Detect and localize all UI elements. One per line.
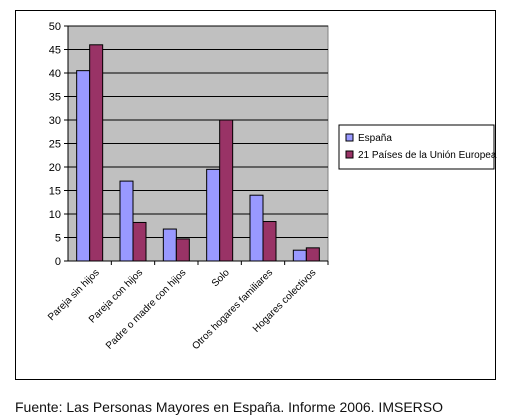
y-tick-label: 45 <box>49 45 61 57</box>
y-tick-label: 35 <box>49 92 61 104</box>
bar <box>206 168 221 262</box>
source-note: Fuente: Las Personas Mayores en España. … <box>15 399 443 415</box>
legend-label: España <box>358 133 392 144</box>
y-tick-label: 50 <box>49 21 61 33</box>
y-tick-label: 25 <box>49 139 61 151</box>
bar <box>292 249 307 262</box>
category-label: Solo <box>210 267 232 289</box>
chart-frame: 0 5 10 15 20 25 30 35 40 45 50 Pareja sin hijos Pare… <box>15 10 497 380</box>
legend: España 21 Países de la Unión Europea <box>338 124 497 170</box>
bar <box>262 221 277 262</box>
legend-swatch <box>345 150 354 159</box>
y-tick-label: 5 <box>55 233 61 245</box>
y-tick-label: 10 <box>49 209 61 221</box>
category-label: Padre o madre con hijos <box>104 267 188 351</box>
y-tick-label: 20 <box>49 162 61 174</box>
legend-box <box>338 124 495 170</box>
bar <box>89 44 104 262</box>
bar <box>119 180 134 262</box>
category-label: Otros hogares familiares <box>190 267 275 352</box>
y-tick-label: 0 <box>55 256 61 268</box>
bar <box>305 247 320 262</box>
y-tick-label: 40 <box>49 68 61 80</box>
legend-swatch <box>345 133 354 142</box>
bar <box>76 70 91 262</box>
y-tick-label: 30 <box>49 115 61 127</box>
bar <box>132 221 147 262</box>
bar <box>175 238 190 262</box>
legend-label: 21 Países de la Unión Europea <box>358 150 497 161</box>
y-tick-label: 15 <box>49 186 61 198</box>
bar <box>249 194 264 262</box>
bar <box>219 119 234 262</box>
bar <box>162 228 177 262</box>
